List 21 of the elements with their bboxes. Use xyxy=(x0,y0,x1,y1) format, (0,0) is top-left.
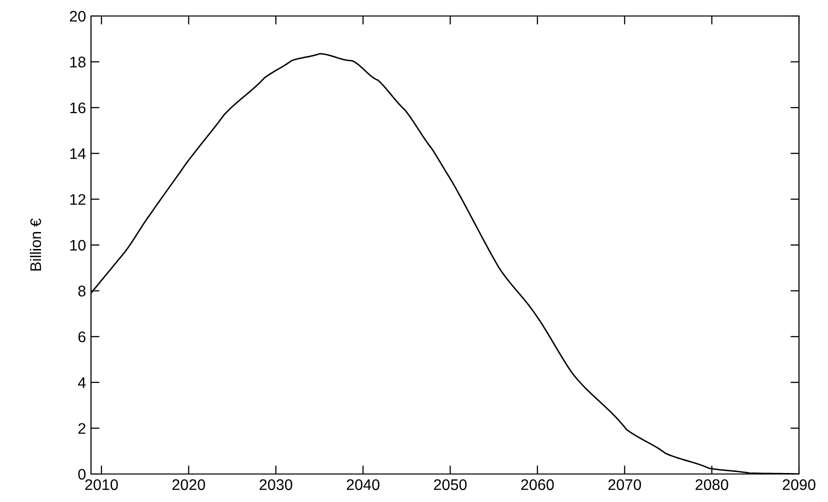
x-tick-label: 2090 xyxy=(782,479,816,490)
x-tick-label: 2060 xyxy=(521,479,554,490)
x-tick-label: 2070 xyxy=(608,479,642,490)
y-tick-label: 4 xyxy=(78,377,86,388)
y-axis-title: Billion € xyxy=(30,218,42,270)
y-tick-label: 16 xyxy=(70,102,86,114)
y-tick-label: 12 xyxy=(70,194,86,205)
x-tick-label: 2010 xyxy=(85,479,118,490)
x-tick-label: 2080 xyxy=(696,479,728,490)
x-tick-label: 2050 xyxy=(434,479,467,490)
x-tick-label: 2020 xyxy=(172,479,206,490)
y-tick-label: 20 xyxy=(70,10,86,22)
y-tick-label: 6 xyxy=(78,331,86,342)
x-tick-label: 2030 xyxy=(260,479,292,490)
y-tick-label: 8 xyxy=(78,286,86,296)
y-tick-label: 18 xyxy=(70,56,86,68)
y-tick-label: 2 xyxy=(78,423,86,434)
x-tick-label: 2040 xyxy=(346,479,380,490)
y-tick-label: 0 xyxy=(78,468,86,480)
y-tick-label: 14 xyxy=(70,148,86,159)
y-tick-label: 10 xyxy=(70,240,86,251)
